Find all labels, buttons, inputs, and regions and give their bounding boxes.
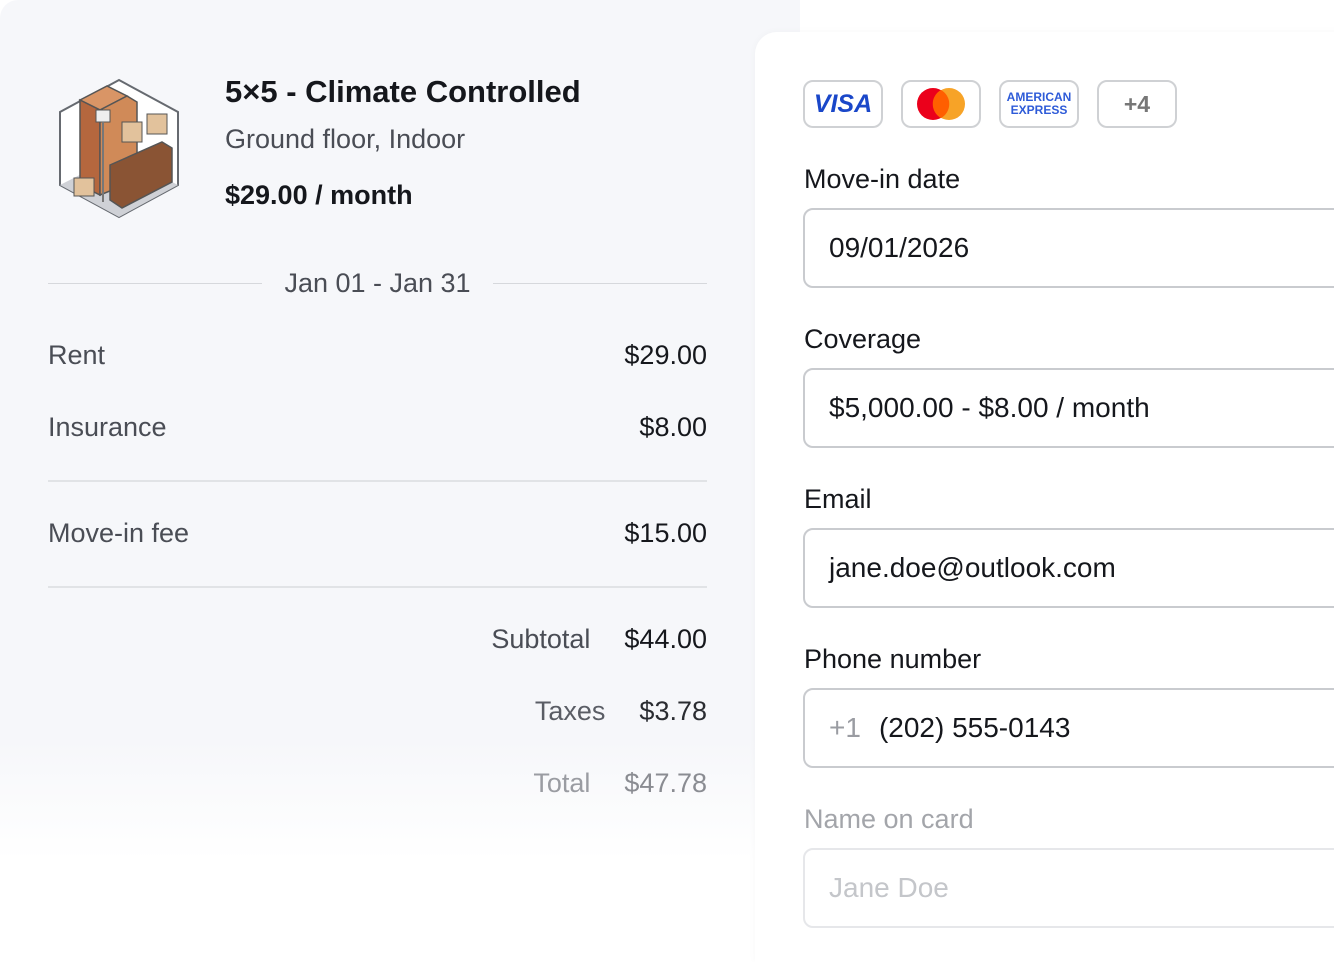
line-item-rent: Rent $29.00 [48, 340, 707, 371]
unit-location: Ground floor, Indoor [225, 124, 466, 154]
amex-icon: AMERICAN EXPRESS [999, 80, 1079, 128]
checkout-form-panel [755, 32, 1334, 962]
subtotal-label: Subtotal [491, 624, 591, 654]
phone-label: Phone number [804, 644, 982, 674]
divider [48, 480, 707, 482]
divider [492, 283, 708, 284]
divider [48, 586, 707, 588]
payment-methods: VISA AMERICAN EXPRESS +4 [803, 80, 1177, 128]
divider [48, 283, 263, 284]
total-label: Total [533, 768, 591, 798]
phone-input[interactable]: +1 (202) 555-0143 [803, 688, 1334, 768]
email-input[interactable]: jane.doe@outlook.com [803, 528, 1334, 608]
taxes-label: Taxes [534, 696, 606, 726]
line-label: Insurance [48, 412, 167, 442]
taxes-row: Taxes $3.78 [535, 696, 707, 727]
total-row: Total $47.78 [533, 768, 707, 799]
unit-price: $29.00 / month [225, 180, 413, 210]
mastercard-icon [901, 80, 981, 128]
line-label: Move-in fee [48, 518, 190, 548]
visa-icon: VISA [803, 80, 883, 128]
name-on-card-input[interactable]: Jane Doe [803, 848, 1334, 928]
name-on-card-label: Name on card [804, 804, 974, 834]
total-value: $47.78 [624, 768, 707, 798]
line-value: $15.00 [624, 518, 707, 548]
coverage-select[interactable]: $5,000.00 - $8.00 / month [803, 368, 1334, 448]
storage-unit-illustration [59, 78, 179, 219]
unit-title: 5×5 - Climate Controlled [225, 74, 581, 109]
line-label: Rent [48, 340, 106, 370]
phone-value: (202) 555-0143 [878, 712, 1071, 743]
subtotal-value: $44.00 [624, 624, 707, 654]
move-in-date-label: Move-in date [804, 164, 961, 194]
line-value: $29.00 [624, 340, 707, 370]
line-item-insurance: Insurance $8.00 [48, 412, 707, 443]
line-value: $8.00 [639, 412, 707, 442]
subtotal-row: Subtotal $44.00 [491, 624, 707, 655]
billing-period-label: Jan 01 - Jan 31 [284, 268, 471, 298]
order-summary-panel: 5×5 - Climate Controlled Ground floor, I… [0, 0, 800, 948]
phone-prefix: +1 [829, 712, 861, 743]
taxes-value: $3.78 [639, 696, 707, 726]
billing-period: Jan 01 - Jan 31 [48, 268, 708, 299]
more-payment-methods[interactable]: +4 [1097, 80, 1177, 128]
line-item-move-in-fee: Move-in fee $15.00 [48, 518, 707, 549]
move-in-date-input[interactable]: 09/01/2026 [803, 208, 1334, 288]
coverage-label: Coverage [804, 324, 922, 354]
email-label: Email [804, 484, 872, 514]
